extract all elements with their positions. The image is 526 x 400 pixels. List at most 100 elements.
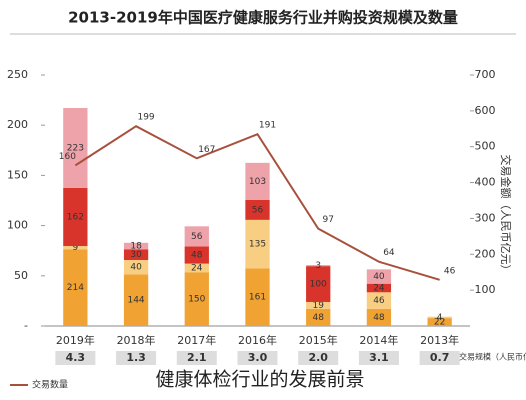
avg-value: 4.3 [66, 351, 86, 364]
bar-segment [63, 246, 88, 250]
line-label: 167 [198, 145, 215, 155]
value-label: 100 [310, 280, 327, 290]
value-label: 24 [191, 263, 203, 273]
x-tick-label: 2016年 [238, 333, 277, 347]
value-label: 40 [373, 272, 385, 282]
value-label: 24 [373, 283, 385, 293]
avg-box [116, 351, 157, 365]
bar-segment [427, 316, 452, 319]
x-tick-label: 2017年 [177, 333, 216, 347]
bar-segment [366, 269, 392, 284]
value-label: 214 [67, 283, 84, 293]
line [74, 125, 440, 281]
value-label: 56 [191, 232, 203, 242]
y2-tick-label: 700 [475, 68, 496, 81]
value-label: 18 [130, 242, 142, 252]
x-tick-label: 2019年 [56, 333, 95, 347]
avg-value: 0.7 [430, 351, 450, 364]
bar-segment [427, 318, 452, 326]
value-label: 162 [67, 212, 84, 222]
x-tick-label: 2013年 [420, 333, 459, 347]
y2-tick-label: 600 [475, 104, 496, 117]
value-label: 48 [373, 313, 385, 323]
bar-segment [184, 246, 209, 264]
value-label: 161 [249, 293, 266, 303]
bar-segment [123, 242, 149, 250]
bar-segment [184, 272, 209, 326]
avg-label: 平均交易规模（人民币亿元） [443, 352, 526, 362]
bar-segment [123, 274, 149, 326]
legend-label: 交易数量 [32, 379, 68, 391]
bar-segment [184, 263, 209, 273]
value-label: 150 [188, 295, 205, 305]
line-label: 160 [59, 152, 76, 162]
bar-segment [245, 219, 270, 269]
y-tick-label: 150 [7, 168, 28, 181]
y2-tick-label: 100 [475, 283, 496, 296]
bar-segment [245, 162, 270, 200]
value-label: 30 [130, 250, 142, 260]
bar-segment [245, 268, 270, 326]
line-label: 64 [383, 248, 395, 258]
value-label: 46 [373, 296, 385, 306]
value-label: 223 [67, 143, 84, 153]
y-tick-label: 250 [7, 68, 28, 81]
avg-box [298, 351, 339, 365]
value-label: 4 [437, 313, 443, 323]
value-label: 9 [72, 243, 78, 253]
value-label: 48 [191, 251, 203, 261]
x-tick-label: 2014年 [359, 333, 398, 347]
y-tick-label: 50 [14, 269, 28, 282]
bar-segment [306, 266, 331, 302]
x-tick-label: 2018年 [117, 333, 156, 347]
value-label: 19 [312, 301, 324, 311]
y-tick-label: 100 [7, 219, 28, 232]
bar-segment [245, 199, 270, 220]
y2-tick-label: 500 [475, 140, 496, 153]
avg-box [358, 351, 399, 365]
value-label: 56 [252, 205, 264, 215]
avg-box [419, 351, 460, 365]
value-label: 40 [130, 263, 142, 273]
avg-value: 3.1 [369, 351, 389, 364]
y-tick-label: - [24, 319, 28, 332]
bar-segment [366, 283, 392, 293]
bar-segment [63, 107, 88, 188]
y2-axis-label: 交易金额（人民币亿元） [499, 155, 513, 276]
avg-value: 3.0 [248, 351, 268, 364]
value-label: 3 [315, 261, 321, 271]
bar-segment [123, 260, 149, 275]
chart-title: 2013-2019年中国医疗健康服务行业并购投资规模及数量 [68, 9, 458, 27]
bar-segment [184, 226, 209, 247]
line-label: 97 [322, 215, 333, 225]
avg-value: 1.3 [126, 351, 146, 364]
value-label: 135 [249, 240, 266, 250]
line-label: 191 [259, 121, 276, 131]
y2-tick-label: 300 [475, 211, 496, 224]
y-tick-label: 200 [7, 118, 28, 131]
caption: 健康体检行业的发展前景 [155, 369, 364, 391]
bar-segment [306, 265, 331, 267]
line-label: 46 [444, 266, 456, 276]
bar-segment [123, 249, 149, 261]
bar-segment [63, 187, 88, 247]
bar-segment [63, 249, 88, 326]
bar-segment [366, 292, 392, 309]
line-label: 199 [137, 113, 154, 123]
avg-box [176, 351, 217, 365]
y2-tick-label: 200 [475, 247, 496, 260]
avg-box [55, 351, 96, 365]
bar-segment [366, 308, 392, 326]
y2-tick-label: 400 [475, 176, 496, 189]
avg-value: 2.0 [308, 351, 328, 364]
value-label: 48 [312, 313, 324, 323]
bar-segment [306, 301, 331, 309]
value-label: 144 [127, 296, 144, 306]
avg-value: 2.1 [187, 351, 207, 364]
avg-box [237, 351, 278, 365]
value-label: 22 [434, 318, 445, 328]
bar-segment [306, 308, 331, 326]
value-label: 103 [249, 177, 266, 187]
